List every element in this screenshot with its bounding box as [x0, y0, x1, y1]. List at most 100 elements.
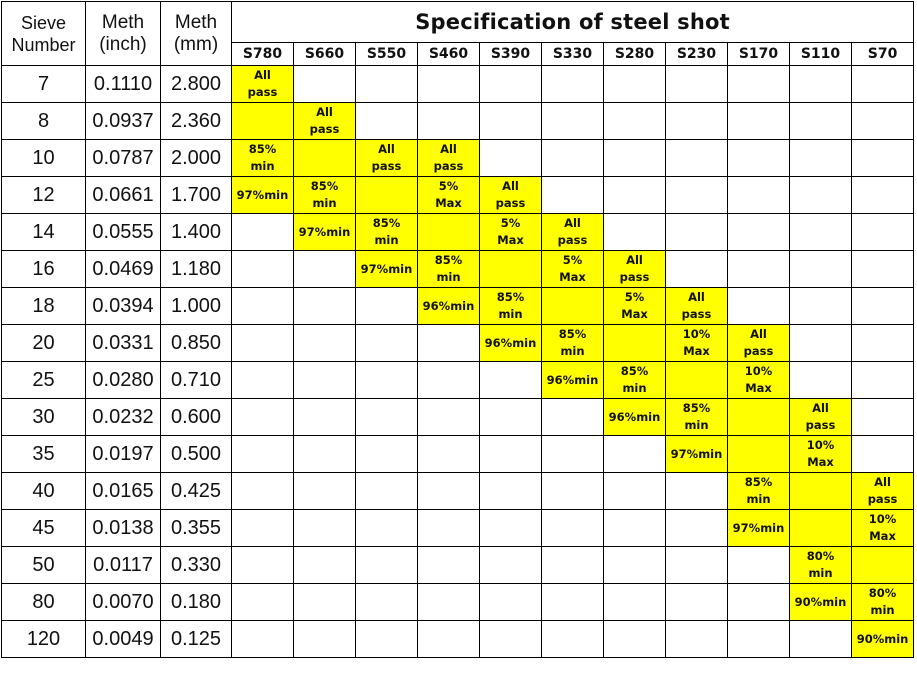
meth-inch-cell: 0.0070 — [85, 583, 161, 621]
spec-cell-s170 — [727, 620, 790, 658]
spec-cell-s390: 85% min — [479, 287, 542, 325]
spec-cell-s460 — [417, 324, 480, 362]
spec-cell-s110: All pass — [789, 398, 852, 436]
spec-cell-s280 — [603, 176, 666, 214]
spec-cell-s230 — [665, 509, 728, 547]
meth-mm-header: Meth (mm) — [160, 1, 232, 66]
table-row: 45 0.0138 0.355 97%min 10% Max — [1, 509, 915, 547]
meth-inch-cell: 0.0280 — [85, 361, 161, 399]
spec-cell-s550 — [355, 509, 418, 547]
grade-header-s330: S330 — [541, 42, 604, 66]
spec-cell-s110 — [789, 102, 852, 140]
spec-cell-s110 — [789, 287, 852, 325]
spec-cell-s550: 97%min — [355, 250, 418, 288]
spec-cell-s110: 80% min — [789, 546, 852, 584]
meth-mm-cell: 2.360 — [160, 102, 232, 140]
spec-cell-s780: 97%min — [231, 176, 294, 214]
meth-inch-cell: 0.0138 — [85, 509, 161, 547]
spec-cell-s110 — [789, 620, 852, 658]
meth-inch-cell: 0.0331 — [85, 324, 161, 362]
spec-cell-s280 — [603, 620, 666, 658]
meth-mm-cell: 0.710 — [160, 361, 232, 399]
grade-header-s70: S70 — [850, 42, 915, 66]
meth-inch-header: Meth (inch) — [85, 1, 161, 66]
grade-header-s550: S550 — [355, 42, 418, 66]
spec-cell-s110 — [789, 324, 852, 362]
meth-inch-cell: 0.1110 — [85, 65, 161, 103]
spec-cell-s460 — [417, 620, 480, 658]
spec-cell-s390 — [479, 583, 542, 621]
spec-cell-s70 — [850, 324, 915, 362]
spec-cell-s230 — [665, 546, 728, 584]
meth-mm-cell: 1.180 — [160, 250, 232, 288]
spec-cell-s390 — [479, 65, 542, 103]
meth-mm-cell: 0.330 — [160, 546, 232, 584]
spec-cell-s170: 10% Max — [727, 361, 790, 399]
table-row: 7 0.1110 2.800 All pass — [1, 65, 915, 103]
table-row: 8 0.0937 2.360 All pass — [1, 102, 915, 140]
spec-cell-s390: 5% Max — [479, 213, 542, 251]
spec-cell-s330 — [541, 102, 604, 140]
spec-cell-s230 — [665, 176, 728, 214]
spec-cell-s70 — [850, 361, 915, 399]
spec-cell-s550 — [355, 620, 418, 658]
spec-cell-s70 — [850, 398, 915, 436]
sieve-number-cell: 20 — [1, 324, 86, 362]
spec-cell-s550 — [355, 398, 418, 436]
meth-inch-cell: 0.0232 — [85, 398, 161, 436]
spec-cell-s330: All pass — [541, 213, 604, 251]
spec-cell-s230 — [665, 213, 728, 251]
spec-cell-s460: 85% min — [417, 250, 480, 288]
meth-mm-cell: 0.355 — [160, 509, 232, 547]
spec-cell-s330 — [541, 583, 604, 621]
spec-cell-s390 — [479, 102, 542, 140]
spec-cell-s330 — [541, 287, 604, 325]
grade-header-s230: S230 — [665, 42, 728, 66]
meth-inch-cell: 0.0469 — [85, 250, 161, 288]
sieve-number-cell: 18 — [1, 287, 86, 325]
spec-cell-s170 — [727, 546, 790, 584]
meth-mm-cell: 2.800 — [160, 65, 232, 103]
spec-cell-s170: 97%min — [727, 509, 790, 547]
spec-cell-s390: All pass — [479, 176, 542, 214]
spec-cell-s70: 10% Max — [850, 509, 915, 547]
spec-cell-s660 — [293, 509, 356, 547]
spec-cell-s110 — [789, 472, 852, 510]
spec-cell-s460 — [417, 213, 480, 251]
sieve-number-cell: 14 — [1, 213, 86, 251]
table-row: 25 0.0280 0.710 96%min 85% min 10% Max — [1, 361, 915, 399]
spec-cell-s330 — [541, 139, 604, 177]
meth-inch-cell: 0.0555 — [85, 213, 161, 251]
spec-cell-s330 — [541, 398, 604, 436]
spec-cell-s460 — [417, 546, 480, 584]
spec-cell-s330 — [541, 472, 604, 510]
spec-cell-s110 — [789, 65, 852, 103]
spec-cell-s70 — [850, 176, 915, 214]
spec-cell-s780 — [231, 213, 294, 251]
spec-cell-s280 — [603, 509, 666, 547]
table-row: 120 0.0049 0.125 90%min — [1, 620, 915, 658]
sieve-number-cell: 12 — [1, 176, 86, 214]
spec-cell-s780 — [231, 583, 294, 621]
grade-header-s170: S170 — [727, 42, 790, 66]
grade-header-s460: S460 — [417, 42, 480, 66]
grade-header-s280: S280 — [603, 42, 666, 66]
meth-mm-cell: 0.180 — [160, 583, 232, 621]
sieve-number-cell: 35 — [1, 435, 86, 473]
sieve-number-cell: 50 — [1, 546, 86, 584]
spec-cell-s660 — [293, 583, 356, 621]
spec-cell-s230 — [665, 583, 728, 621]
meth-mm-cell: 1.000 — [160, 287, 232, 325]
spec-cell-s550 — [355, 583, 418, 621]
meth-inch-cell: 0.0394 — [85, 287, 161, 325]
spec-cell-s460 — [417, 472, 480, 510]
meth-mm-cell: 1.700 — [160, 176, 232, 214]
sieve-number-cell: 16 — [1, 250, 86, 288]
meth-mm-cell: 0.425 — [160, 472, 232, 510]
spec-cell-s330 — [541, 65, 604, 103]
spec-cell-s280 — [603, 472, 666, 510]
spec-cell-s550: 85% min — [355, 213, 418, 251]
spec-cell-s390 — [479, 472, 542, 510]
spec-cell-s70: All pass — [850, 472, 915, 510]
meth-inch-cell: 0.0049 — [85, 620, 161, 658]
